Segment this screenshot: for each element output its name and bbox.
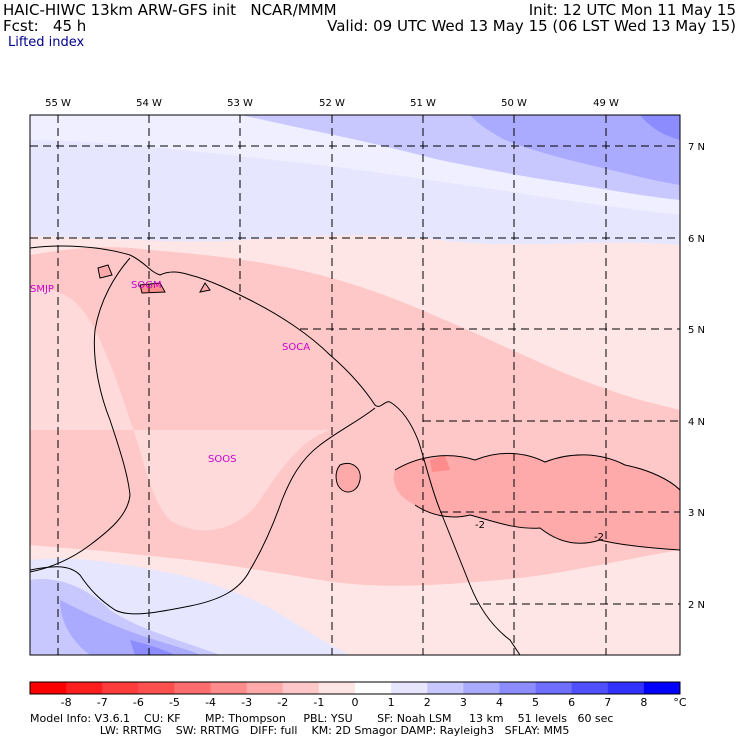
lon-label: 51 W <box>410 98 436 109</box>
colorbar-swatch <box>174 682 212 694</box>
station-label: SOOS <box>208 454 236 465</box>
colorbar-tick-label: -6 <box>132 696 144 709</box>
lat-label: 6 N <box>688 234 705 245</box>
lon-label: 55 W <box>45 98 71 109</box>
colorbar-frame <box>29 681 681 695</box>
shaded-field <box>30 115 680 655</box>
model-info-line2: LW: RRTMG SW: RRTMG DIFF: full KM: 2D Sm… <box>30 724 570 737</box>
colorbar-tick-label: 8 <box>640 696 648 709</box>
colorbar-tick-label: 1 <box>387 696 395 709</box>
forecast-hour: Fcst: 45 h <box>3 17 87 35</box>
station-label: SMJP <box>30 284 54 295</box>
colorbar-swatch <box>246 682 284 694</box>
contour-label: -2 <box>594 532 604 543</box>
colorbar-swatch <box>643 682 681 694</box>
colorbar-swatch <box>463 682 500 694</box>
lon-label: 54 W <box>136 98 162 109</box>
contour-lines <box>97 264 680 551</box>
graticule <box>30 115 680 655</box>
init-time: Init: 12 UTC Mon 11 May 15 <box>528 1 736 19</box>
colorbar-tick-label: 7 <box>604 696 612 709</box>
colorbar-tick-label: -4 <box>205 696 217 709</box>
lon-label: 49 W <box>593 98 619 109</box>
field-name: Lifted index <box>8 35 85 50</box>
lon-label: 53 W <box>227 98 253 109</box>
lat-label: 7 N <box>688 142 705 153</box>
coastline <box>30 245 521 655</box>
colorbar-swatch <box>391 682 428 694</box>
colorbar-tick-label: 6 <box>568 696 576 709</box>
valid-time: Valid: 09 UTC Wed 13 May 15 (06 LST Wed … <box>327 17 736 35</box>
station-label: SOGM <box>131 280 162 291</box>
colorbar-swatch <box>571 682 609 694</box>
lon-label: 50 W <box>501 98 527 109</box>
colorbar-tick-label: 3 <box>459 696 467 709</box>
map-frame <box>29 114 681 656</box>
model-info-line1: Model Info: V3.6.1 CU: KF MP: Thompson P… <box>30 712 614 725</box>
colorbar-tick-label: -1 <box>313 696 325 709</box>
colorbar-swatch <box>607 682 645 694</box>
station-label: SOCA <box>282 342 310 353</box>
colorbar-tick-label: -2 <box>277 696 289 709</box>
colorbar-swatch <box>355 682 392 694</box>
colorbar-tick-label: -8 <box>60 696 72 709</box>
colorbar-swatch <box>499 682 537 694</box>
colorbar <box>30 682 681 694</box>
colorbar-swatch <box>30 682 67 694</box>
lon-label: 52 W <box>319 98 345 109</box>
lat-label: 4 N <box>688 417 705 428</box>
colorbar-swatch <box>282 682 320 694</box>
run-title: HAIC-HIWC 13km ARW-GFS init NCAR/MMM <box>3 1 337 19</box>
colorbar-swatch <box>138 682 175 694</box>
colorbar-swatch <box>210 682 248 694</box>
colorbar-unit: °C <box>673 696 687 709</box>
colorbar-tick-label: 2 <box>423 696 431 709</box>
colorbar-tick-label: 5 <box>532 696 540 709</box>
colorbar-swatch <box>66 682 103 694</box>
colorbar-swatch <box>535 682 573 694</box>
contour-label: -2 <box>475 520 485 531</box>
colorbar-swatch <box>102 682 139 694</box>
colorbar-tick-label: -7 <box>96 696 108 709</box>
lat-label: 5 N <box>688 325 705 336</box>
lat-label: 2 N <box>688 600 705 611</box>
colorbar-tick-label: -3 <box>241 696 253 709</box>
colorbar-tick-label: 0 <box>351 696 359 709</box>
lat-label: 3 N <box>688 508 705 519</box>
colorbar-tick-label: -5 <box>168 696 180 709</box>
colorbar-swatch <box>427 682 464 694</box>
colorbar-swatch <box>318 682 356 694</box>
colorbar-tick-label: 4 <box>495 696 503 709</box>
